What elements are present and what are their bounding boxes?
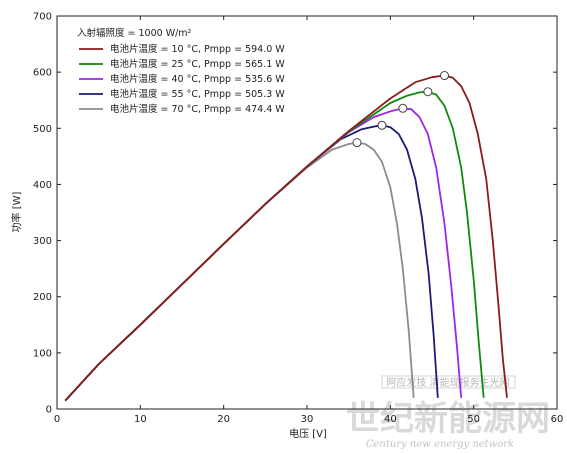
y-tick-label: 500: [33, 124, 52, 135]
legend-label-5: 电池片温度 = 70 °C, Pmpp = 474.4 W: [110, 103, 285, 115]
y-tick-label: 200: [33, 292, 52, 303]
x-tick-label: 10: [134, 414, 147, 425]
x-tick-label: 60: [551, 414, 564, 425]
y-tick-label: 100: [33, 348, 52, 359]
legend-label-1: 电池片温度 = 10 °C, Pmpp = 594.0 W: [110, 43, 285, 55]
x-axis-label: 电压 [V]: [289, 427, 327, 440]
legend-header: 入射辐照度 = 1000 W/m²: [77, 27, 192, 39]
x-tick-label: 20: [217, 414, 230, 425]
x-tick-label: 0: [54, 414, 60, 425]
y-tick-label: 300: [33, 236, 52, 247]
mpp-marker-5: [352, 138, 362, 148]
mpp-marker-1: [440, 71, 449, 81]
y-tick-label: 400: [33, 180, 52, 191]
watermark-small-text: Century new energy network: [366, 439, 514, 450]
legend-label-4: 电池片温度 = 55 °C, Pmpp = 505.3 W: [110, 88, 285, 100]
watermark-box-text: 阿应发技 清能现报务生光网: [386, 376, 509, 389]
mpp-marker-4: [377, 120, 387, 130]
mpp-marker-2: [423, 87, 433, 97]
series-line-1: [64, 74, 508, 402]
x-tick-label: 30: [301, 414, 314, 425]
y-tick-label: 600: [33, 68, 52, 79]
plot-area: [64, 71, 508, 402]
watermark-box: [381, 375, 516, 389]
y-tick-label: 700: [33, 12, 52, 23]
legend-label-2: 电池片温度 = 25 °C, Pmpp = 565.1 W: [110, 58, 285, 70]
legend-label-3: 电池片温度 = 40 °C, Pmpp = 535.6 W: [110, 73, 285, 85]
legend: 入射辐照度 = 1000 W/m² 电池片温度 = 10 °C, Pmpp = …: [77, 27, 285, 115]
watermark: 阿应发技 清能现报务生光网 世纪新能源网 Century new energy …: [346, 375, 550, 450]
x-tick-label: 50: [467, 414, 480, 425]
y-axis-label: 功率 [W]: [10, 191, 23, 232]
x-tick-label: 40: [384, 414, 397, 425]
watermark-large-text: 世纪新能源网: [346, 399, 550, 439]
y-tick-label: 0: [46, 405, 52, 416]
mpp-marker-3: [398, 103, 408, 113]
